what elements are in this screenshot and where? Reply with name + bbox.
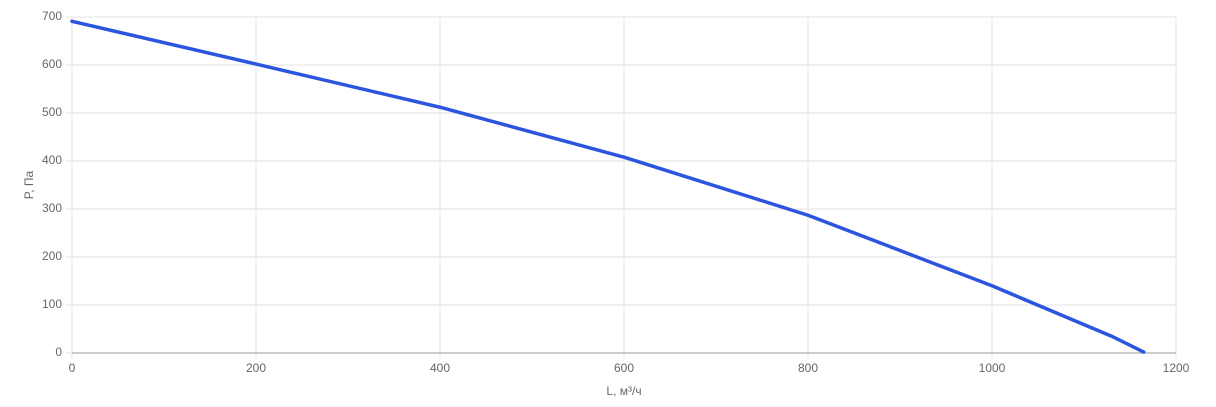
x-tick-label: 200 (246, 361, 266, 375)
y-tick-label: 500 (42, 105, 62, 119)
y-tick-label: 200 (42, 249, 62, 263)
x-tick-label: 1000 (979, 361, 1006, 375)
data-line (70, 19, 1146, 354)
x-tick-label: 0 (69, 361, 76, 375)
x-tick-label: 600 (614, 361, 634, 375)
x-tick-label: 800 (798, 361, 818, 375)
x-tick-label: 1200 (1163, 361, 1190, 375)
y-tick-label: 400 (42, 153, 62, 167)
y-tick-label: 100 (42, 297, 62, 311)
x-axis-label: L, м³/ч (606, 384, 641, 398)
y-tick-label: 700 (42, 9, 62, 23)
y-tick-label: 600 (42, 57, 62, 71)
y-axis-label: P, Па (22, 170, 36, 199)
x-tick-label: 400 (430, 361, 450, 375)
y-tick-label: 300 (42, 201, 62, 215)
y-tick-label: 0 (55, 345, 62, 359)
